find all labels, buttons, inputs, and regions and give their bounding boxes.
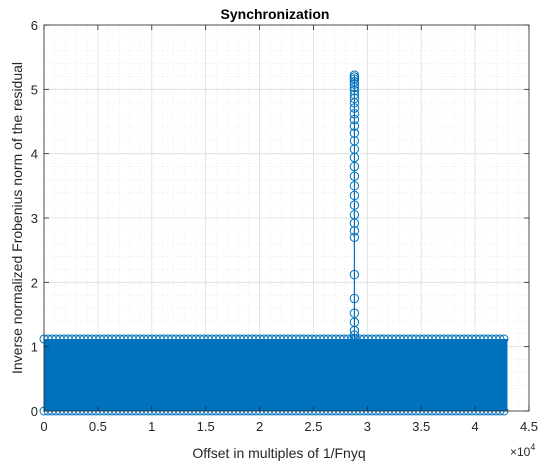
peak-stem-marker	[349, 114, 360, 125]
peak-stem-marker	[349, 226, 360, 236]
peak-stem-marker	[349, 121, 360, 131]
x-tick-label: 4	[471, 419, 478, 434]
x-tick-label: 1	[148, 419, 155, 434]
x-tick-label: 3.5	[412, 419, 430, 434]
peak-stem-marker	[349, 103, 360, 113]
y-tick-label: 2	[31, 275, 38, 290]
peak-stem-marker	[349, 334, 360, 344]
peak-stem-marker	[349, 200, 360, 210]
peak-stem-marker	[349, 82, 360, 93]
peak-stem-marker	[349, 79, 360, 89]
y-tick-label: 3	[31, 211, 38, 226]
x-axis-exponent-power: 4	[530, 442, 535, 452]
y-tick-label: 4	[31, 147, 38, 162]
y-axis-label: Inverse normalized Frobenius norm of the…	[9, 62, 25, 374]
y-tick-label: 1	[31, 340, 38, 355]
peak-stem-marker	[349, 330, 360, 340]
x-axis-label: Offset in multiples of 1/Fnyq	[192, 445, 365, 461]
chart-title: Synchronization	[221, 6, 330, 22]
peak-stem-marker	[349, 218, 360, 228]
x-tick-label: 2	[256, 419, 263, 434]
ticks	[43, 24, 530, 412]
stem-marker	[495, 334, 505, 344]
y-tick-label: 6	[31, 18, 38, 33]
peak-stem-marker	[349, 308, 360, 318]
peak-stem-marker	[349, 98, 360, 108]
x-tick-label: 4.5	[520, 419, 538, 434]
dense-stem-mass	[44, 338, 508, 411]
x-tick-label: 2.5	[304, 419, 322, 434]
tick-labels: 0 0.5 1 1.5 2 2.5 3 3.5 4 4.5 0 1 2 3 4 5 6	[31, 18, 538, 434]
peak-stem-marker	[349, 269, 360, 280]
x-axis-exponent: ×104	[510, 442, 535, 459]
peak-stem-marker	[349, 85, 360, 96]
peak-stem-marker	[349, 109, 360, 119]
peak-stem-marker	[349, 190, 360, 201]
stem-marker	[499, 334, 509, 344]
x-axis-exponent-base: ×10	[510, 445, 531, 459]
x-tick-label: 0.5	[89, 419, 107, 434]
y-tick-label: 0	[31, 404, 38, 419]
peak-stem-marker	[349, 171, 360, 181]
plot-content	[39, 70, 509, 416]
peak-stem-marker	[349, 152, 360, 163]
y-tick-label: 5	[31, 82, 38, 97]
peak-stem-marker	[349, 161, 360, 172]
peak-stem-marker	[349, 232, 360, 243]
peak-stem-marker	[349, 93, 360, 104]
x-tick-label: 0	[40, 419, 47, 434]
peak-stem-marker	[349, 181, 360, 191]
peak-stem-marker	[349, 128, 360, 138]
x-tick-label: 1.5	[197, 419, 215, 434]
x-tick-label: 3	[364, 419, 371, 434]
peak-stem-marker	[349, 76, 360, 87]
peak-stem-marker	[349, 293, 360, 304]
